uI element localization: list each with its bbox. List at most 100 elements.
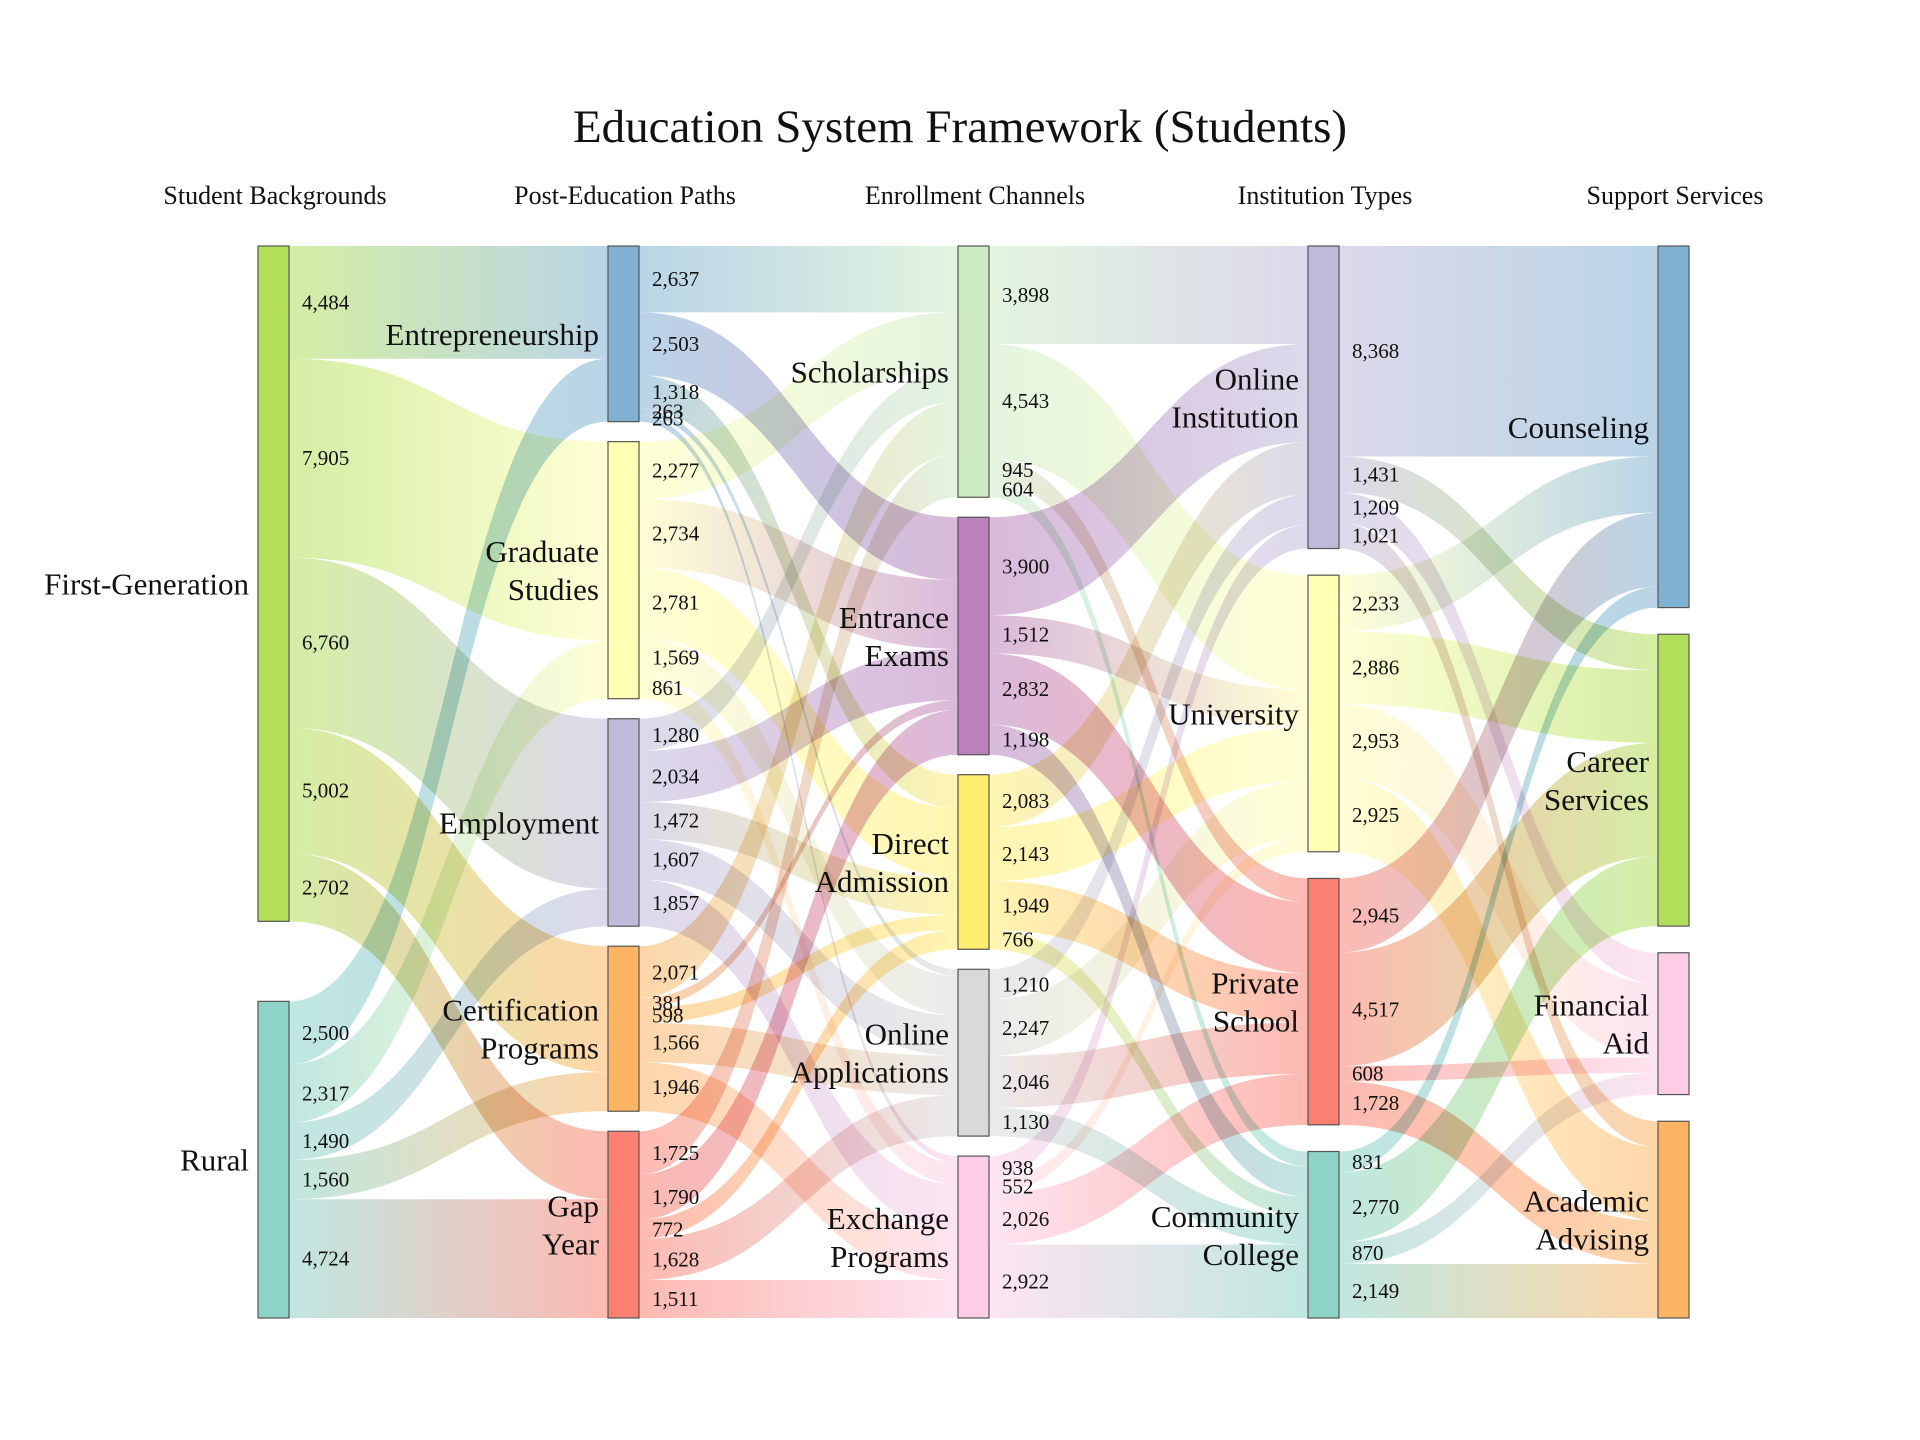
node-gap-year [607,1130,640,1319]
link-value-grad-sch: 2,277 [652,458,699,482]
link-ps-cs [1339,742,1658,1067]
node-certification-programs [607,945,640,1112]
link-value-emp-sch: 1,280 [652,723,699,747]
node-label-online-applications: Online Applications [791,1017,949,1090]
link-uni-cs [1339,631,1658,743]
link-da-uni [989,727,1308,881]
link-da-ps [989,880,1308,1023]
link-gap-oa [639,1095,958,1280]
link-value-fg-emp: 6,760 [302,631,349,655]
link-grad-sch [639,312,958,499]
link-value-ex-ps: 2,026 [1002,1207,1049,1231]
link-value-ent-da: 1,318 [652,380,699,404]
link-cc-fa [1339,1072,1658,1264]
node-exchange-programs [957,1155,990,1319]
node-label-community-college: Community College [1151,1199,1300,1272]
link-value-gap-ee: 1,790 [652,1185,699,1209]
link-value-cc-cs: 2,770 [1352,1195,1399,1219]
column-header-institution-types: Institution Types [1238,181,1413,210]
link-value-ps-aa: 1,728 [1352,1091,1399,1115]
link-value-ent-oa: 263 [652,400,684,424]
node-label-online-institution: Online Institution [1172,361,1300,434]
link-fg-ent [289,246,608,359]
link-rural-cert [289,1072,608,1200]
link-ex-cc [989,1244,1308,1318]
link-value-fg-cert: 5,002 [302,778,349,802]
link-value-sch-oi: 3,898 [1002,283,1049,307]
link-value-da-uni: 2,143 [1002,842,1049,866]
link-value-ent-ex: 263 [652,406,684,430]
link-value-rural-emp: 1,490 [302,1129,349,1153]
node-label-employment: Employment [439,805,600,840]
link-ee-oi [989,344,1308,616]
link-value-uni-aa: 2,925 [1352,803,1399,827]
link-oa-ps [989,1022,1308,1108]
link-value-ent-ee: 2,503 [652,332,699,356]
link-rural-emp [289,888,608,1160]
link-gap-ee [639,709,958,1220]
link-value-cc-aa: 2,149 [1352,1279,1399,1303]
link-value-fg-ent: 4,484 [302,290,350,314]
link-value-ee-oi: 3,900 [1002,554,1049,578]
link-fg-grad [289,358,608,641]
link-value-ps-fa: 608 [1352,1062,1384,1086]
column-header-post-education-paths: Post-Education Paths [514,181,736,210]
link-value-oi-fa: 1,209 [1352,496,1399,520]
link-ex-ps [989,1073,1308,1245]
link-cert-ee [639,700,958,1008]
node-career-services [1657,633,1690,927]
node-entrepreneurship [607,245,640,423]
link-value-oa-cc: 1,130 [1002,1110,1049,1134]
link-value-emp-ee: 2,034 [652,764,700,788]
link-cc-cs [1339,856,1658,1243]
link-value-emp-oa: 1,607 [652,847,699,871]
node-label-first-generation: First-Generation [44,567,249,602]
link-value-grad-ex: 861 [652,676,684,700]
link-ps-cou [1339,512,1658,953]
node-label-counseling: Counseling [1508,410,1649,445]
link-value-gap-sch: 1,725 [652,1141,699,1165]
link-gap-da [639,929,958,1240]
link-cc-cou [1339,586,1658,1173]
link-value-gap-ex: 1,511 [652,1287,698,1311]
link-value-labels: 4,484 7,905 6,760 5,002 2,702 2,500 2,317 1,490… [302,267,1399,1311]
link-value-da-cc: 766 [1002,928,1034,952]
link-value-cert-oa: 1,566 [652,1031,699,1055]
link-rural-ent [289,358,608,1065]
node-label-entrepreneurship: Entrepreneurship [386,317,599,352]
node-private-school [1307,877,1340,1126]
nodes-layer [257,245,1690,1319]
link-value-ee-uni: 1,512 [1002,622,1049,646]
link-emp-sch [639,369,958,751]
link-value-da-ps: 1,949 [1002,893,1049,917]
link-value-oa-ps: 2,046 [1002,1070,1049,1094]
link-rural-gap [289,1199,608,1318]
link-ent-ex [639,415,958,1163]
link-value-uni-cou: 2,233 [1352,591,1399,615]
node-scholarships [957,245,990,498]
link-value-grad-da: 2,781 [652,591,699,615]
link-gap-sch [639,453,958,1175]
link-value-ex-oi: 938 [1002,1156,1034,1180]
link-value-sch-uni: 4,543 [1002,389,1049,413]
node-label-scholarships: Scholarships [791,355,949,390]
link-value-cert-ee: 381 [652,991,684,1015]
link-value-cert-sch: 2,071 [652,960,699,984]
node-label-academic-advising: Academic Advising [1523,1184,1649,1257]
link-gap-ex [639,1279,958,1318]
link-da-oi [989,442,1308,828]
link-value-oa-oi: 1,210 [1002,972,1049,996]
link-value-emp-da: 1,472 [652,809,699,833]
node-label-university: University [1168,696,1299,731]
link-cc-aa [1339,1263,1658,1318]
link-value-gap-da: 772 [652,1217,684,1241]
node-online-institution [1307,245,1340,550]
node-label-direct-admission: Direct Admission [815,826,950,899]
column-header-support-services: Support Services [1587,181,1764,210]
link-oa-uni [989,781,1308,1057]
link-value-fg-grad: 7,905 [302,446,349,470]
node-label-career-services: Career Services [1544,744,1650,817]
node-academic-advising [1657,1120,1690,1319]
node-label-rural: Rural [180,1143,249,1178]
